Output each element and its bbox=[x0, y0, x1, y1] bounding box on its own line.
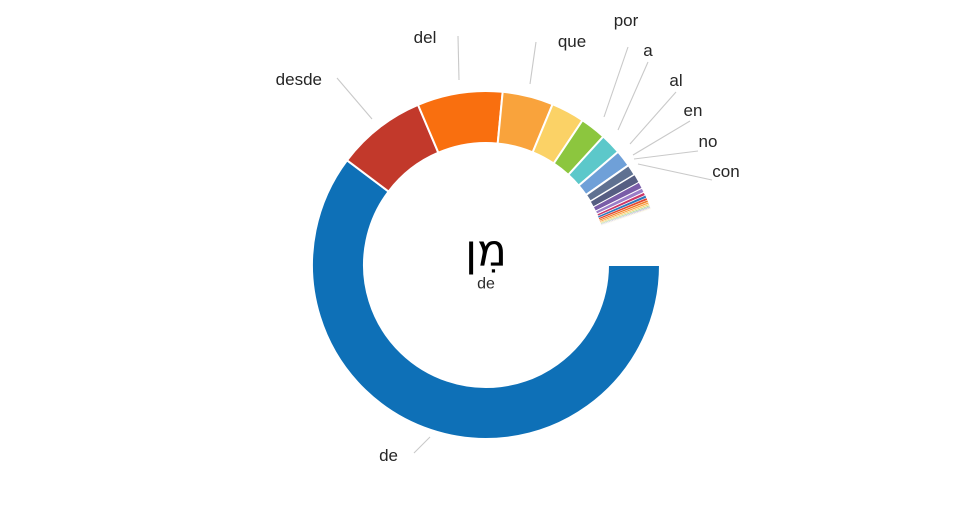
slice-label-del: del bbox=[414, 28, 437, 47]
leader-line-con bbox=[637, 163, 713, 181]
slice-label-con: con bbox=[712, 162, 739, 181]
leader-line-al bbox=[629, 91, 677, 145]
leader-line-a bbox=[617, 61, 649, 131]
leader-line-en bbox=[632, 120, 691, 156]
leader-line-desde bbox=[336, 77, 373, 120]
slice-label-a: a bbox=[643, 41, 653, 60]
slice-label-por: por bbox=[614, 11, 639, 30]
slice-label-en: en bbox=[684, 101, 703, 120]
slice-label-no: no bbox=[699, 132, 718, 151]
leader-line-que bbox=[529, 41, 537, 85]
leader-line-no bbox=[633, 150, 699, 160]
leader-line-por bbox=[603, 46, 629, 118]
leader-line-del bbox=[457, 35, 460, 81]
donut-segment-de[interactable] bbox=[311, 158, 662, 440]
callout-leader-lines-group bbox=[336, 35, 713, 454]
donut-segment-other-14[interactable] bbox=[601, 208, 652, 227]
leader-line-de bbox=[413, 436, 431, 454]
slice-label-que: que bbox=[558, 32, 586, 51]
slice-label-de: de bbox=[379, 446, 398, 465]
donut-slices-group bbox=[311, 90, 662, 440]
slice-label-desde: desde bbox=[276, 70, 322, 89]
slice-label-al: al bbox=[669, 71, 682, 90]
